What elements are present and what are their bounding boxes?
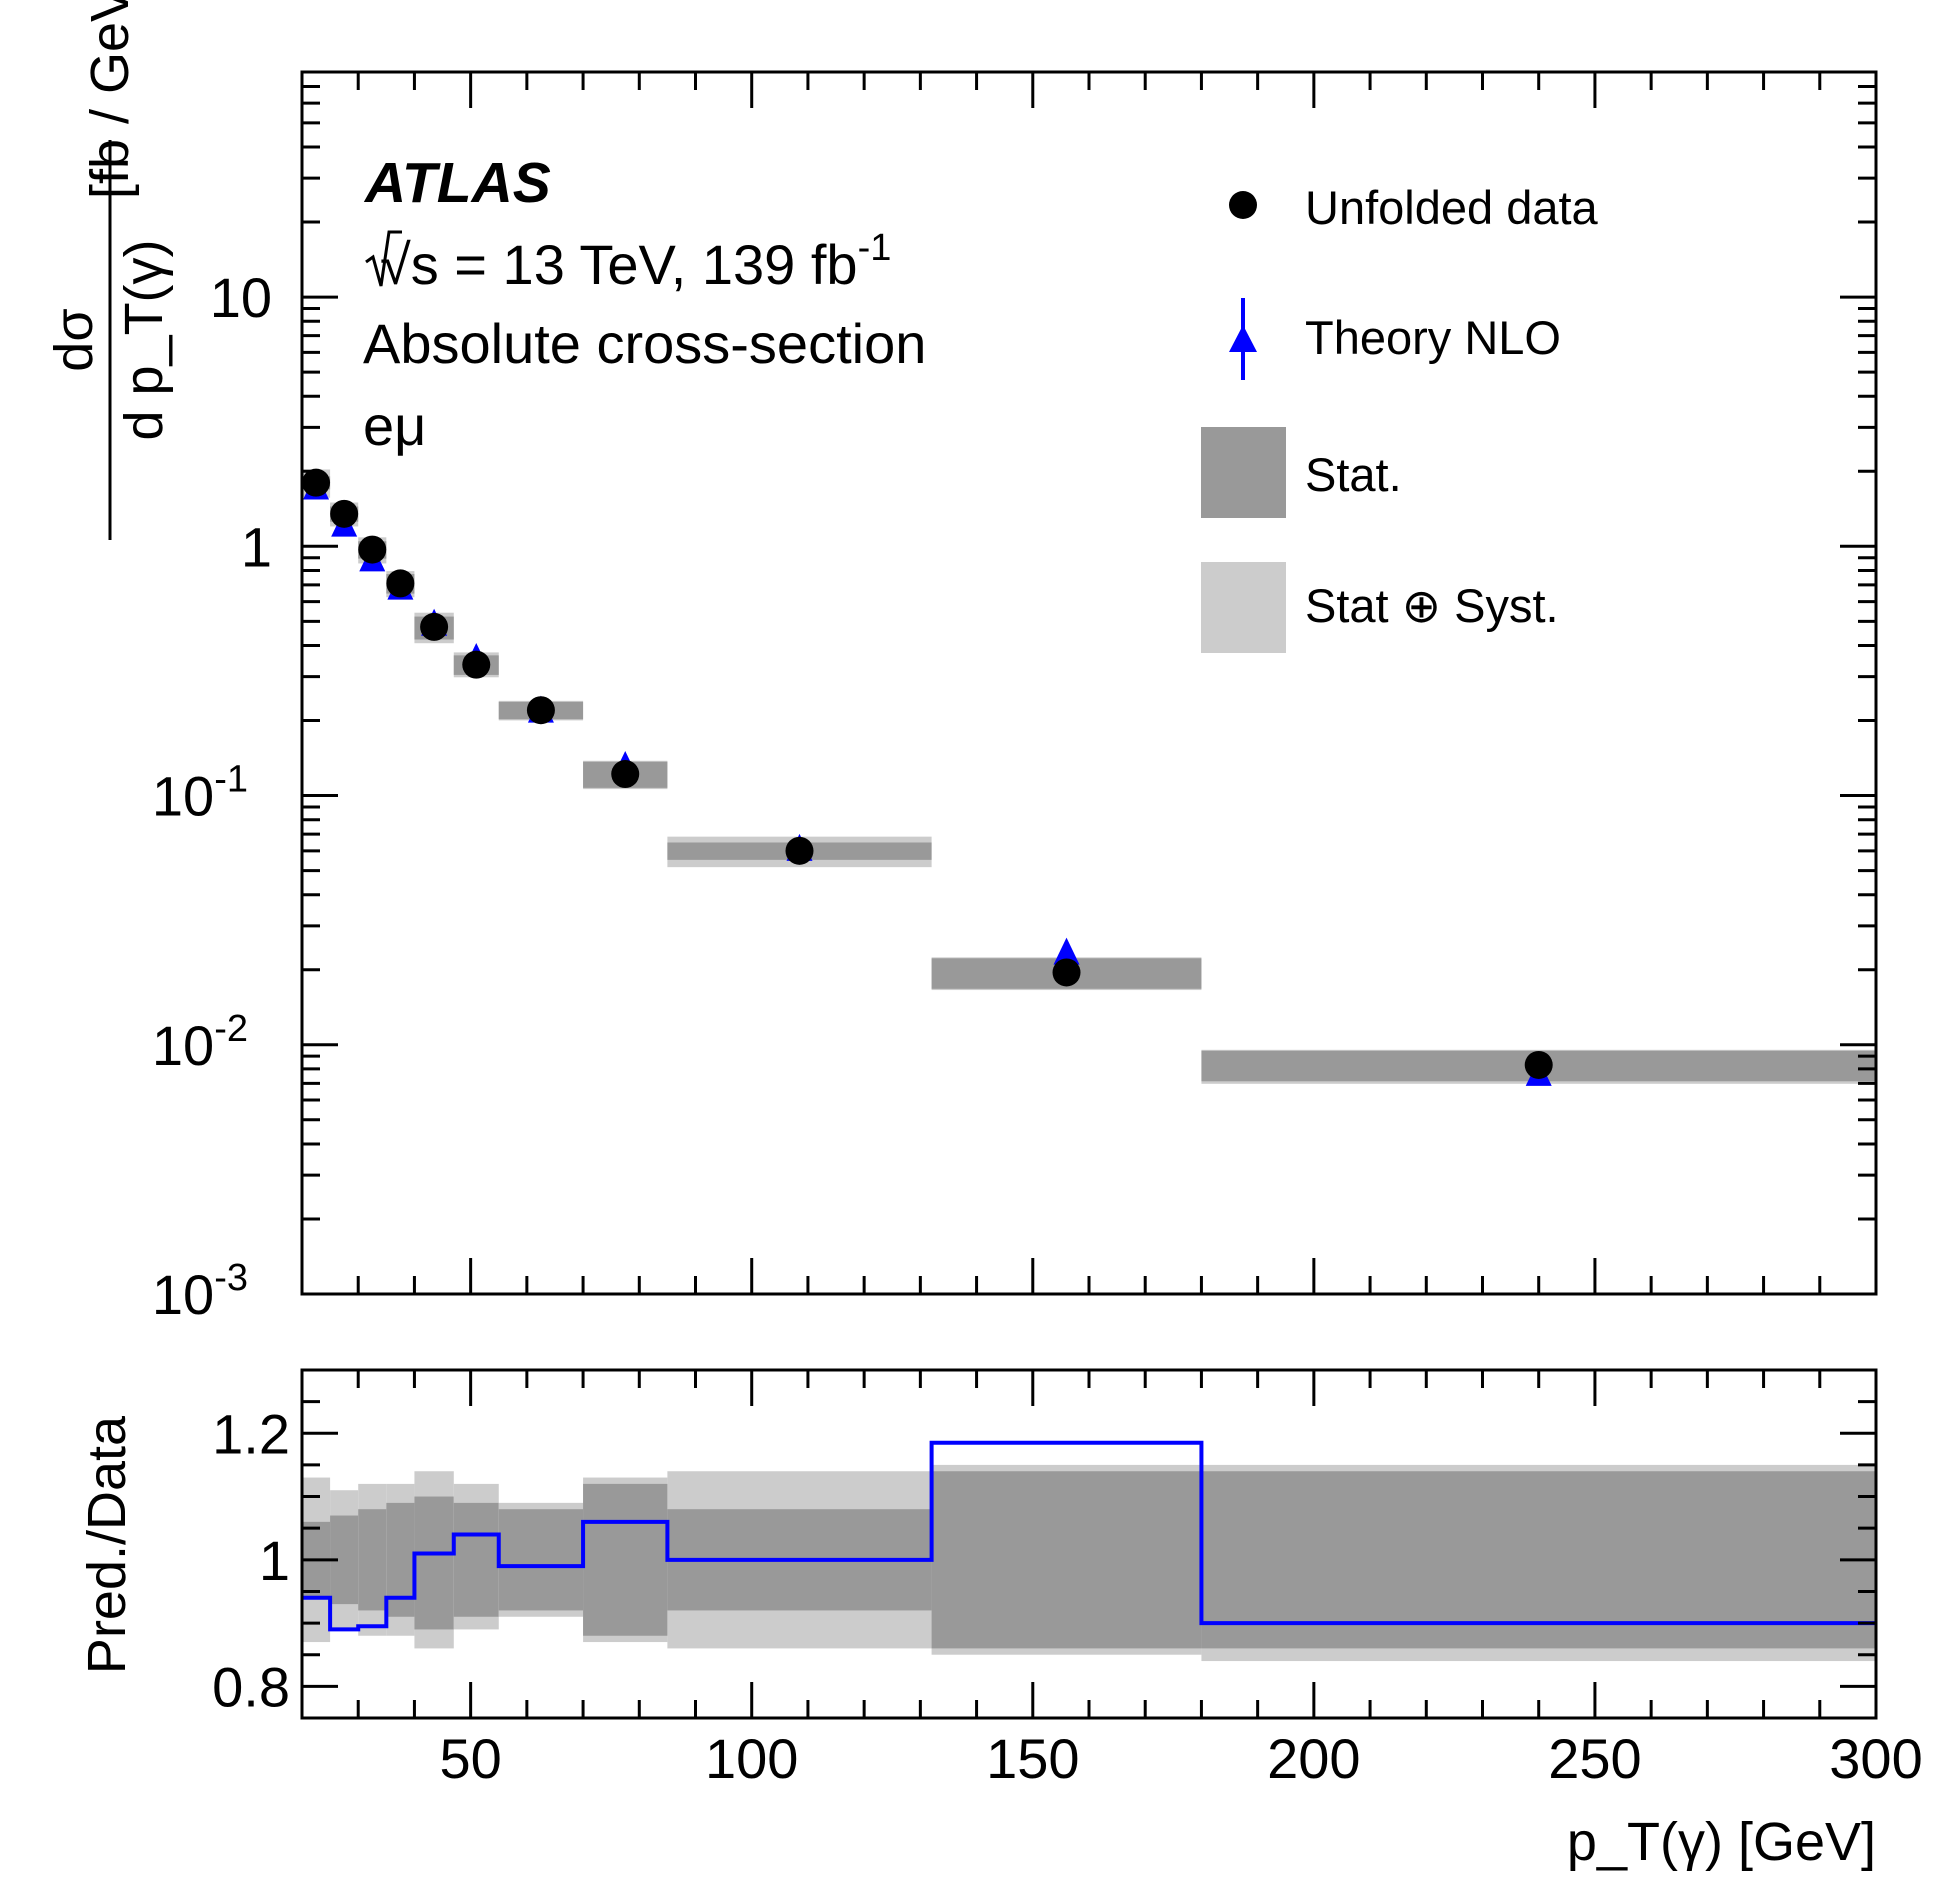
main-y-tick-base-0: 10 (152, 1263, 214, 1326)
ratio-stat-band-2 (358, 1509, 387, 1611)
data-point-1 (330, 499, 359, 528)
y-numerator: dσ (44, 308, 104, 371)
data-point-5 (462, 650, 491, 679)
legend-label-theory: Theory NLO (1305, 311, 1561, 364)
ratio-y-tick-labels: 0.8 1 1.2 (212, 1402, 290, 1718)
main-y-tick-exp-2: -1 (214, 759, 248, 801)
x-tick-label-4: 250 (1548, 1727, 1641, 1790)
legend-theory-marker (1229, 325, 1257, 352)
ratio-y-axis-title: Pred./Data (77, 1415, 137, 1674)
ratio-stat-band-6 (498, 1509, 584, 1611)
atlas-label: ATLAS (363, 151, 551, 215)
ratio-bands (302, 1464, 1876, 1662)
ratio-y-tick-label-0: 0.8 (212, 1655, 290, 1718)
x-tick-label-0: 50 (439, 1727, 501, 1790)
x-tick-label-5: 300 (1829, 1727, 1922, 1790)
ratio-line (302, 1440, 1876, 1632)
theory-marker-9 (1053, 937, 1080, 965)
main-y-tick-label-0: 10-3 (152, 1257, 248, 1326)
ratio-stat-band-10 (1201, 1471, 1876, 1649)
ratio-panel: 0.8 1 1.2 50 100 150 200 250 300 (212, 1368, 1923, 1790)
data-point-3 (386, 569, 415, 598)
main-y-tick-label-1: 10-2 (152, 1008, 248, 1077)
data-point-10 (1524, 1050, 1553, 1079)
ratio-frame (300, 1368, 1878, 1720)
sqrt-icon (365, 230, 402, 287)
x-tick-labels: 50 100 150 200 250 300 (439, 1727, 1922, 1790)
legend-label-data: Unfolded data (1305, 181, 1599, 234)
main-y-tick-base-4: 10 (210, 266, 272, 329)
main-y-axis-title: dσ d p_T(γ) [fb / GeV] (44, 0, 174, 540)
lumi-superscript: -1 (858, 227, 892, 269)
main-y-tick-base-1: 10 (152, 1014, 214, 1077)
data-point-0 (302, 468, 331, 497)
ratio-stat-band-5 (453, 1502, 499, 1617)
data-point-2 (358, 535, 387, 564)
y-unit: [fb / GeV] (80, 0, 140, 199)
main-y-tick-label-3: 1 (241, 515, 272, 578)
energy-lumi-label: √s = 13 TeV, 139 fb-1 (380, 227, 891, 296)
data-markers (302, 468, 1553, 1079)
theory-markers (303, 472, 1552, 1086)
legend-stat-swatch (1201, 427, 1286, 518)
legend-label-stat: Stat. (1305, 448, 1402, 501)
main-y-tick-label-2: 10-1 (152, 759, 248, 828)
channel-label: eμ (363, 394, 426, 457)
data-point-9 (1052, 958, 1081, 987)
main-y-tick-base-3: 1 (241, 515, 272, 578)
energy-lumi-text: √s = 13 TeV, 139 fb (380, 233, 858, 296)
main-bands (302, 469, 1876, 1084)
cross-section-label: Absolute cross-section (363, 312, 926, 375)
y-denominator: d p_T(γ) (114, 239, 174, 440)
x-tick-label-1: 100 (705, 1727, 798, 1790)
ratio-y-tick-label-2: 1.2 (212, 1402, 290, 1465)
ratio-ticks (300, 1368, 1878, 1720)
ratio-stat-band-4 (414, 1496, 454, 1630)
data-point-7 (611, 760, 640, 789)
ratio-y-tick-label-1: 1 (259, 1529, 290, 1592)
legend: Unfolded data Theory NLO Stat. Stat ⊕ Sy… (1201, 181, 1599, 653)
data-point-4 (420, 612, 449, 641)
main-y-tick-exp-1: -2 (214, 1008, 248, 1050)
legend-label-syst: Stat ⊕ Syst. (1305, 579, 1559, 632)
x-axis-title: p_T(γ) [GeV] (1567, 1812, 1876, 1872)
main-y-tick-label-4: 10 (210, 266, 272, 329)
legend-syst-swatch (1201, 562, 1286, 653)
ratio-stat-band-9 (931, 1471, 1202, 1649)
ratio-stat-band-7 (583, 1483, 668, 1636)
data-point-8 (785, 836, 814, 865)
main-y-tick-exp-0: -3 (214, 1257, 248, 1299)
main-frame (300, 70, 1878, 1296)
x-tick-label-3: 200 (1267, 1727, 1360, 1790)
legend-data-marker (1229, 191, 1257, 219)
data-point-6 (526, 696, 555, 725)
main-y-tick-base-2: 10 (152, 765, 214, 828)
x-tick-label-2: 150 (986, 1727, 1079, 1790)
